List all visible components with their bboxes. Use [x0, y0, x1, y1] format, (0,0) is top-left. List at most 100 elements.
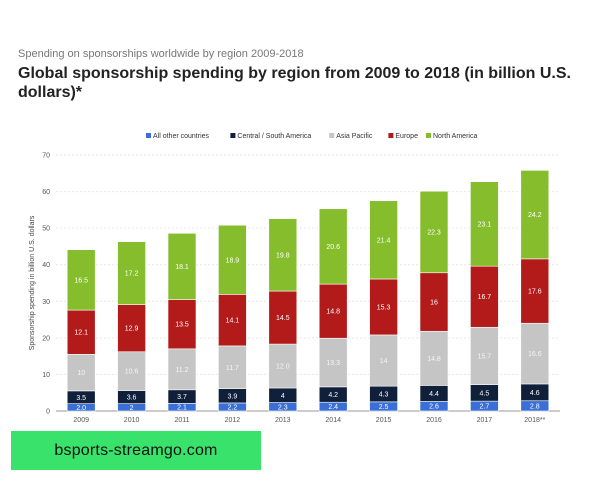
data-label: 10 — [77, 370, 85, 377]
data-label: 14 — [380, 358, 388, 365]
legend-swatch — [388, 133, 394, 138]
bar-segment — [318, 337, 348, 388]
data-label: 16.7 — [478, 294, 492, 301]
bar-segment — [66, 309, 96, 355]
watermark-text: bsports-streamgo.com — [54, 441, 218, 459]
y-tick-label: 50 — [42, 226, 50, 233]
data-label: 2.1 — [177, 405, 187, 412]
data-label: 19.8 — [276, 252, 290, 259]
legend-swatch — [426, 133, 431, 138]
data-label: 24.2 — [528, 212, 542, 219]
bar-segment — [218, 224, 247, 295]
data-label: 14.1 — [226, 318, 240, 325]
x-tick-label: 2009 — [73, 417, 89, 424]
data-label: 15.7 — [478, 353, 492, 360]
data-label: 16.5 — [74, 277, 88, 284]
data-label: 12.1 — [74, 330, 88, 337]
data-label: 2.0 — [76, 405, 86, 412]
data-label: 14.8 — [427, 356, 441, 363]
legend-swatch — [146, 133, 151, 138]
bar-segment — [167, 299, 197, 350]
bar-segment — [117, 241, 146, 305]
bar-segment — [369, 278, 398, 336]
legend-entry: Central / South America — [237, 133, 311, 140]
bar-segment — [268, 343, 298, 389]
data-label: 4.4 — [429, 391, 439, 398]
data-label: 14.8 — [326, 309, 340, 316]
data-label: 2.2 — [228, 404, 238, 411]
bar-segment — [419, 190, 449, 274]
bar-segment — [167, 232, 197, 300]
bar-segment — [318, 283, 348, 339]
data-label: 13.5 — [175, 322, 189, 329]
data-label: 21.4 — [377, 237, 391, 244]
x-tick-label: 2010 — [124, 417, 140, 424]
data-label: 2.7 — [480, 404, 490, 411]
data-label: 10.6 — [125, 369, 139, 376]
data-label: 11.7 — [226, 365, 239, 372]
x-tick-label: 2012 — [225, 417, 241, 424]
x-tick-label: 2011 — [174, 417, 189, 424]
bar-segment — [268, 218, 298, 292]
bar-segment — [318, 208, 348, 285]
data-label: 12.0 — [276, 364, 290, 371]
y-tick-label: 0 — [46, 409, 50, 416]
bar-segment — [520, 258, 550, 324]
data-label: 4.2 — [328, 392, 338, 399]
data-label: 2 — [130, 405, 134, 412]
y-tick-label: 20 — [42, 335, 50, 342]
bar-segment — [470, 265, 499, 328]
data-label: 13.3 — [326, 360, 340, 367]
legend-entry: All other countries — [153, 133, 210, 140]
chart-subtitle: Spending on sponsorships worldwide by re… — [18, 48, 304, 60]
chart-title: Global sponsorship spending by region fr… — [18, 65, 571, 101]
y-tick-label: 60 — [42, 189, 50, 196]
x-tick-label: 2016 — [426, 417, 442, 424]
data-label: 16.6 — [528, 351, 542, 358]
bar-segment — [369, 200, 398, 280]
data-label: 2.6 — [429, 404, 439, 411]
data-label: 17.6 — [528, 289, 542, 296]
data-label: 4.3 — [379, 391, 389, 398]
data-label: 3.5 — [76, 395, 86, 402]
data-label: 17.2 — [125, 271, 139, 278]
x-tick-label: 2015 — [376, 417, 392, 424]
data-label: 18.1 — [175, 264, 189, 271]
data-label: 3.6 — [127, 395, 137, 402]
data-label: 2.3 — [278, 404, 288, 411]
data-label: 16 — [430, 300, 438, 307]
data-label: 15.3 — [377, 304, 391, 311]
data-label: 2.8 — [530, 403, 540, 410]
legend-entry: Europe — [395, 133, 418, 140]
bar-segment — [268, 290, 298, 345]
legend-entry: North America — [433, 133, 477, 140]
data-label: 3.7 — [177, 394, 187, 401]
data-label: 2.5 — [379, 404, 389, 411]
data-label: 12.9 — [125, 326, 139, 333]
bar-segment — [470, 181, 499, 267]
data-label: 11.2 — [175, 367, 188, 374]
sponsorship-bar-chart: 0 10 20 30 40 50 60 70 Sponsorship spending in b… — [29, 133, 560, 424]
bar-segment — [117, 351, 146, 391]
x-tick-label: 2018** — [524, 417, 545, 424]
data-label: 22.3 — [427, 229, 441, 236]
bar-segment — [117, 304, 146, 353]
data-label: 4.5 — [480, 390, 490, 397]
bar-segment — [167, 348, 197, 391]
bar-segment — [520, 170, 550, 260]
data-label: 20.6 — [326, 244, 340, 251]
y-tick-label: 10 — [42, 372, 50, 379]
watermark-banner: bsports-streamgo.com — [11, 431, 261, 470]
bar-segment — [520, 322, 550, 385]
y-tick-label: 30 — [42, 299, 50, 306]
bar-segment — [369, 334, 398, 387]
data-label: 23.1 — [478, 221, 492, 228]
y-tick-label: 70 — [42, 153, 50, 160]
legend-entry: Asia Pacific — [336, 133, 373, 140]
bar-segment — [470, 326, 499, 385]
legend-swatch — [230, 133, 236, 138]
bar-segment — [66, 249, 96, 311]
data-label: 18.9 — [226, 257, 240, 264]
x-tick-label: 2017 — [477, 417, 493, 424]
data-label: 4.6 — [530, 390, 540, 397]
